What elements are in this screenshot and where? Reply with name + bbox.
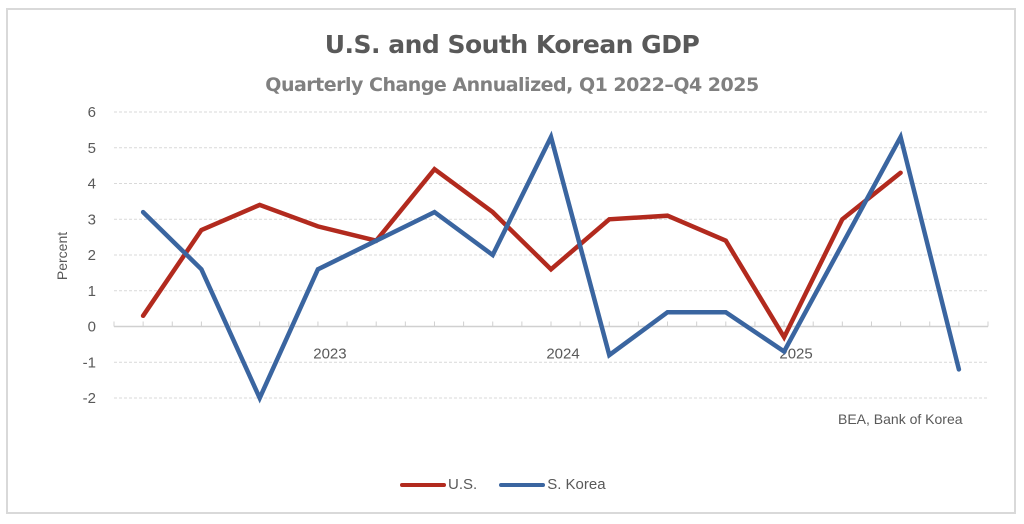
chart-frame — [6, 8, 1016, 514]
y-tick-labels: 6 5 4 3 2 1 0 -1 -2 — [83, 104, 96, 407]
legend-swatch-us — [400, 482, 446, 487]
y-tick-label: 4 — [88, 176, 96, 193]
legend-item-us: U.S. — [400, 476, 477, 493]
y-axis-label: Percent — [54, 232, 70, 280]
legend: U.S. S. Korea — [400, 476, 628, 493]
series-lines — [140, 130, 962, 404]
y-tick-label: -2 — [83, 390, 96, 407]
chart-title: U.S. and South Korean GDP — [324, 30, 700, 59]
x-axis: 2023 2024 2025 — [113, 321, 989, 363]
y-tick-label: 5 — [88, 140, 96, 157]
y-tick-label: 6 — [88, 104, 96, 121]
y-tick-label: -1 — [83, 354, 96, 371]
y-tick-label: 3 — [88, 211, 96, 228]
y-tick-label: 2 — [88, 247, 96, 264]
y-tick-label: 1 — [88, 283, 96, 300]
legend-item-korea: S. Korea — [499, 476, 606, 493]
legend-label-korea: S. Korea — [547, 476, 606, 493]
chart-subtitle: Quarterly Change Annualized, Q1 2022–Q4 … — [265, 74, 759, 96]
x-tick-label: 2024 — [546, 346, 579, 363]
series-line-us — [140, 166, 903, 342]
y-tick-label: 0 — [88, 319, 96, 336]
x-tick-label: 2023 — [313, 346, 346, 363]
legend-swatch-korea — [499, 482, 546, 487]
source-note: BEA, Bank of Korea — [838, 411, 963, 427]
legend-label-us: U.S. — [448, 476, 478, 493]
x-tick-label: 2025 — [779, 346, 812, 363]
